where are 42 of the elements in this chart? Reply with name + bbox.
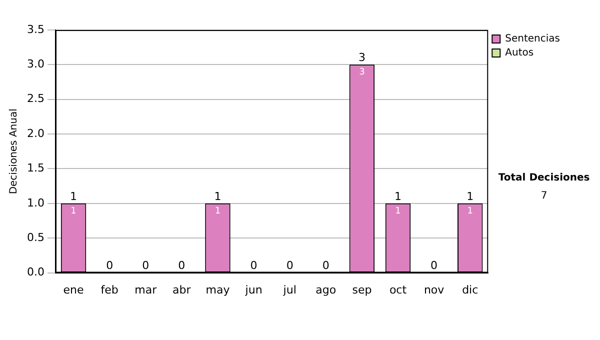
data-label: 1 bbox=[214, 206, 221, 216]
legend-label: Sentencias bbox=[505, 34, 560, 45]
x-tick-label: mar bbox=[134, 283, 158, 296]
x-tick-label: ago bbox=[316, 283, 336, 296]
data-label: 3 bbox=[359, 68, 365, 78]
total-label: 1 bbox=[214, 190, 222, 203]
total-label: 1 bbox=[70, 190, 78, 203]
y-tick-label: 3.0 bbox=[26, 58, 44, 71]
total-label: 1 bbox=[394, 190, 402, 203]
y-axis-title: Decisiones Anual bbox=[8, 108, 20, 194]
total-label: 1 bbox=[466, 190, 474, 203]
y-tick-label: 0.0 bbox=[26, 266, 44, 279]
legend-label: Autos bbox=[505, 48, 534, 59]
x-tick-label: sep bbox=[352, 283, 372, 296]
data-label: 1 bbox=[467, 206, 473, 216]
text: 7 bbox=[540, 190, 548, 202]
total-label: 0 bbox=[250, 259, 258, 272]
total-label: 0 bbox=[286, 259, 294, 272]
y-tick-label: 1.0 bbox=[26, 196, 44, 210]
y-tick-label: 3.5 bbox=[26, 22, 44, 36]
x-tick-label: dic bbox=[462, 283, 478, 296]
data-label: 1 bbox=[395, 206, 401, 216]
text: Total Decisiones bbox=[498, 172, 590, 184]
total-label: 3 bbox=[358, 51, 366, 64]
x-tick-label: ene bbox=[63, 283, 84, 296]
x-tick-label: abr bbox=[172, 283, 192, 296]
x-tick-label: nov bbox=[424, 283, 445, 296]
total-label: 0 bbox=[430, 259, 438, 272]
y-tick-label: 2.0 bbox=[26, 126, 44, 140]
total-label: 0 bbox=[322, 259, 330, 272]
x-tick-label: oct bbox=[389, 283, 408, 296]
total-label: 0 bbox=[142, 259, 150, 272]
total-label: 0 bbox=[178, 259, 186, 272]
x-tick-label: may bbox=[206, 283, 230, 296]
x-tick-label: jun bbox=[244, 283, 262, 296]
y-tick-label: 2.5 bbox=[26, 92, 44, 106]
x-tick-label: jul bbox=[282, 283, 296, 296]
data-label: 1 bbox=[70, 206, 76, 216]
y-tick-label: 0.5 bbox=[26, 230, 44, 244]
total-label: 0 bbox=[106, 259, 114, 272]
y-tick-label: 1.5 bbox=[26, 162, 44, 175]
x-tick-label: feb bbox=[100, 283, 118, 296]
